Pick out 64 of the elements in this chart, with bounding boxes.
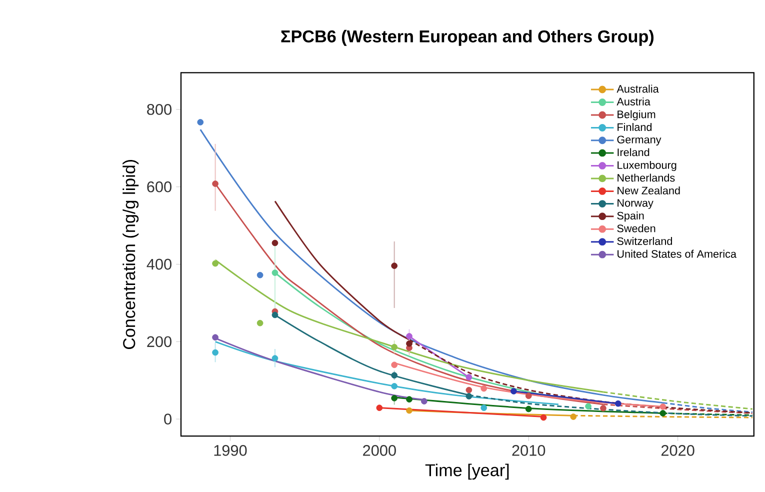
point <box>540 414 547 421</box>
point <box>406 333 412 340</box>
x-tick-label: 2020 <box>661 445 694 456</box>
point <box>600 405 606 412</box>
y-tick-label: 0 <box>164 414 172 425</box>
point <box>466 374 472 381</box>
y-axis-title: Concentration (ng/g lipid) <box>122 160 139 350</box>
point <box>525 392 532 400</box>
x-tick-label: 2010 <box>512 445 546 456</box>
point <box>256 272 264 278</box>
point <box>466 393 472 400</box>
x-tick-label: 2000 <box>363 445 396 456</box>
point <box>391 383 398 390</box>
legend-label: Austria <box>616 98 650 106</box>
legend-label: New Zealand <box>618 186 680 195</box>
point <box>510 388 517 395</box>
point <box>391 262 398 270</box>
point <box>525 406 532 412</box>
point <box>391 344 398 350</box>
point <box>197 119 204 126</box>
point <box>272 270 278 276</box>
point <box>272 240 278 246</box>
point <box>585 403 592 410</box>
point <box>391 372 398 379</box>
legend-label: Luxembourg <box>618 161 676 172</box>
legend-label: Netherlands <box>618 174 675 182</box>
legend-label: Belgium <box>618 110 656 120</box>
point <box>391 362 398 368</box>
point <box>391 395 398 402</box>
point <box>420 398 428 405</box>
point <box>212 334 218 341</box>
point <box>660 410 666 417</box>
point <box>272 312 278 318</box>
point <box>212 260 218 267</box>
legend-label: Australia <box>616 84 659 93</box>
legend-label: Spain <box>617 212 644 222</box>
point <box>406 408 412 414</box>
y-tick-label: 200 <box>147 336 172 348</box>
point <box>406 396 412 403</box>
point <box>466 386 472 394</box>
x-axis-title: Time [year] <box>425 464 509 480</box>
point <box>212 349 218 356</box>
point <box>480 404 488 412</box>
legend-label: Finland <box>618 123 652 132</box>
legend-label: Ireland <box>618 148 650 156</box>
point <box>480 385 488 392</box>
legend-label: Norway <box>618 199 654 210</box>
point <box>406 340 412 347</box>
point <box>660 404 666 410</box>
y-tick-label: 400 <box>146 258 172 270</box>
chart-title: ΣPCB6 (Western European and Others Group) <box>281 30 654 46</box>
legend-label: Germany <box>617 136 662 146</box>
point <box>212 180 218 188</box>
point <box>376 404 383 412</box>
point <box>272 355 278 362</box>
point <box>256 320 264 326</box>
point <box>614 400 622 407</box>
x-tick-label: 1990 <box>214 445 247 456</box>
y-tick-label: 600 <box>147 182 172 192</box>
point <box>570 414 577 420</box>
legend-label: Switzerland <box>617 237 672 246</box>
legend-label: Sweden <box>617 224 656 232</box>
y-tick-label: 800 <box>147 104 172 116</box>
legend-label: United States of America <box>618 250 736 258</box>
